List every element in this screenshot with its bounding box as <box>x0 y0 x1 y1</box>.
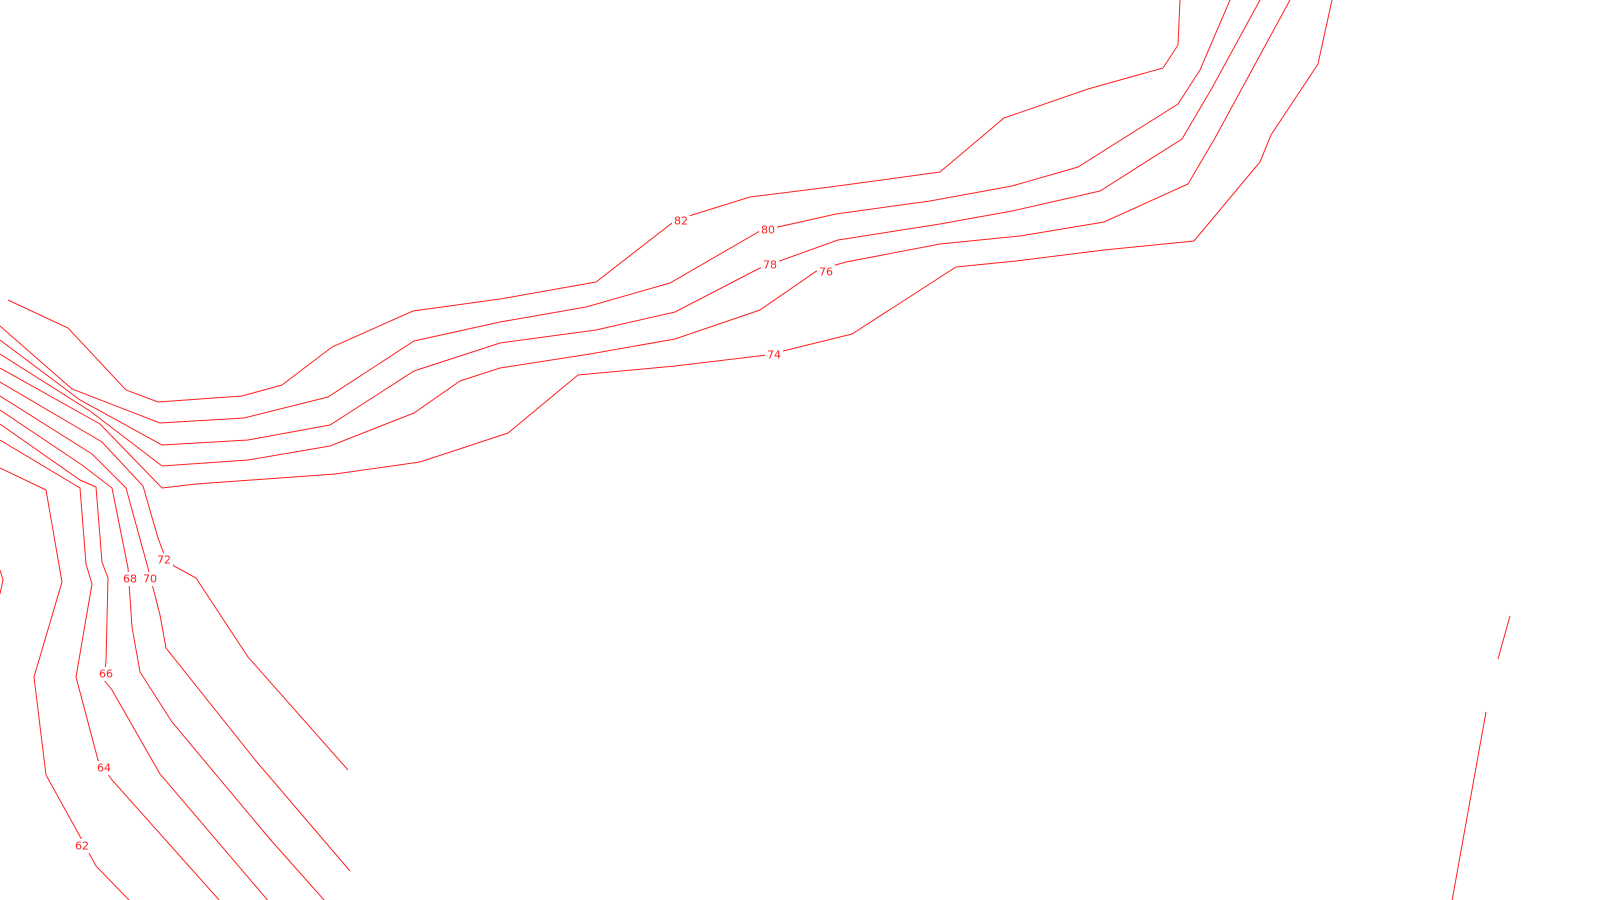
contour-line-66 <box>0 423 269 900</box>
contour-line-68 <box>0 409 325 900</box>
contour-lines <box>0 0 1511 900</box>
contour-label-background <box>817 265 835 279</box>
contour-line-small-arc <box>0 569 4 595</box>
contour-line-82 <box>7 0 1181 403</box>
contour-label-text: 72 <box>157 554 171 567</box>
contour-label-text: 62 <box>75 840 89 853</box>
contour-label-text: 74 <box>767 349 781 362</box>
contour-label-text: 68 <box>123 573 137 586</box>
contour-label-background <box>155 553 173 567</box>
contour-label-background <box>759 223 777 237</box>
contour-line-62 <box>0 467 130 900</box>
contour-label-background <box>97 667 115 681</box>
contour-label-text: 76 <box>819 266 833 279</box>
contour-label-68: 68 <box>121 572 139 586</box>
contour-label-text: 70 <box>143 573 157 586</box>
contour-line-76 <box>0 0 1291 467</box>
contour-label-74: 74 <box>765 348 783 362</box>
contour-label-70: 70 <box>141 572 159 586</box>
contour-label-background <box>141 572 159 586</box>
contour-label-background <box>765 348 783 362</box>
contour-label-72: 72 <box>155 553 173 567</box>
contour-line-right-1 <box>1497 615 1511 660</box>
contour-label-text: 80 <box>761 224 775 237</box>
contour-label-78: 78 <box>761 258 779 272</box>
contour-label-64: 64 <box>95 761 113 775</box>
contour-label-62: 62 <box>73 839 91 853</box>
contour-label-text: 64 <box>97 762 111 775</box>
contour-label-background <box>672 214 690 228</box>
contour-line-70 <box>0 395 351 872</box>
contour-label-background <box>121 572 139 586</box>
contour-label-66: 66 <box>97 667 115 681</box>
contour-label-text: 82 <box>674 215 688 228</box>
contour-label-82: 82 <box>672 214 690 228</box>
contour-line-80 <box>0 0 1231 424</box>
contour-line-64 <box>0 439 220 900</box>
contour-label-text: 66 <box>99 668 113 681</box>
contour-label-background <box>95 761 113 775</box>
contour-label-background <box>761 258 779 272</box>
contour-line-74 <box>0 0 1333 489</box>
contour-label-80: 80 <box>759 223 777 237</box>
contour-line-right-2 <box>1451 711 1487 900</box>
contour-line-72 <box>0 381 349 771</box>
contour-label-text: 78 <box>763 259 777 272</box>
contour-label-76: 76 <box>817 265 835 279</box>
contour-line-78 <box>0 0 1261 446</box>
contour-label-background <box>73 839 91 853</box>
